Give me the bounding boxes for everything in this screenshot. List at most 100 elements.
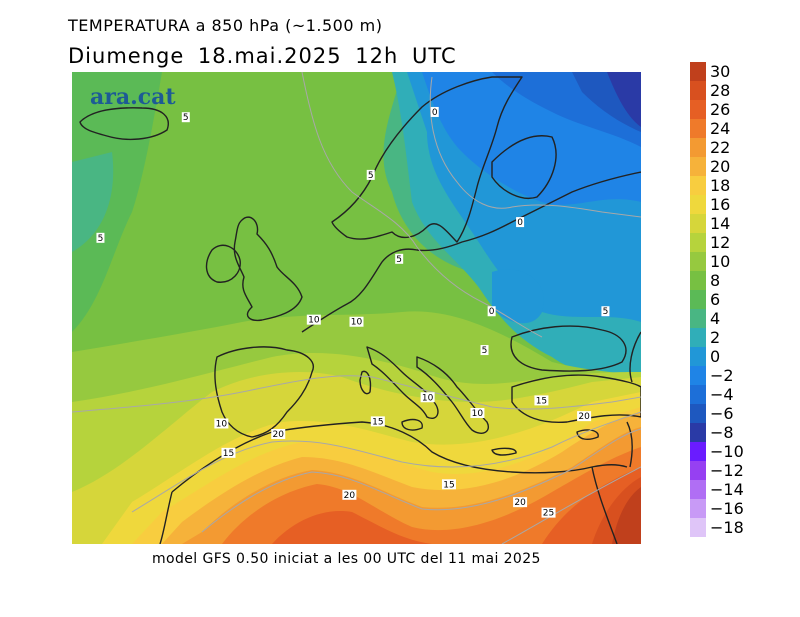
coast-ireland	[205, 244, 241, 283]
contour-label: 25	[541, 507, 556, 519]
legend-swatch	[690, 62, 706, 81]
svg-text:0: 0	[489, 307, 495, 317]
svg-text:10: 10	[351, 318, 363, 328]
legend-label: −8	[710, 423, 734, 442]
coast-crete	[491, 447, 517, 456]
coast-north-africa	[171, 421, 628, 493]
contour-label: 10	[420, 392, 435, 403]
field-south-24	[272, 511, 432, 544]
coast-red-sea	[591, 466, 618, 544]
svg-text:10: 10	[216, 419, 228, 429]
contour-label: 0	[430, 106, 439, 118]
legend-swatch	[690, 100, 706, 119]
coast-italy	[366, 346, 439, 419]
legend-swatch	[690, 309, 706, 328]
contour-label: 15	[370, 416, 385, 427]
contour-label: 10	[470, 407, 485, 419]
legend-label: 4	[710, 309, 720, 328]
legend-swatch	[690, 176, 706, 195]
svg-text:10: 10	[308, 316, 320, 326]
legend-label: 18	[710, 176, 730, 195]
legend-swatch	[690, 252, 706, 271]
legend-swatch	[690, 214, 706, 233]
isotherm-10-south	[72, 375, 641, 413]
model-footer: model GFS 0.50 iniciat a les 00 UTC del …	[152, 551, 541, 567]
contour-label: 5	[480, 345, 489, 356]
legend-label: 14	[710, 214, 730, 233]
legend-label: 6	[710, 290, 720, 309]
legend-label: 22	[710, 138, 730, 157]
legend-labels: 302826242220181614121086420−2−4−6−8−10−1…	[710, 62, 744, 537]
contour-label: 0	[516, 217, 525, 228]
contour-label: 5	[96, 232, 105, 244]
legend-swatch	[690, 347, 706, 366]
coast-iceland	[79, 107, 169, 141]
legend-swatch	[690, 328, 706, 347]
contour-label: 10	[349, 316, 364, 328]
contour-label: 20	[271, 428, 286, 440]
legend-swatch	[690, 290, 706, 309]
contour-label: 15	[534, 395, 549, 406]
ara-cat-logo: ara.cat	[90, 84, 176, 110]
svg-text:20: 20	[273, 430, 285, 440]
field-egypt-30	[612, 487, 641, 544]
contour-label: 5	[366, 169, 375, 181]
legend-label: −10	[710, 442, 744, 461]
coast-sardinia	[359, 370, 372, 395]
legend-label: 16	[710, 195, 730, 214]
legend-swatch	[690, 385, 706, 404]
coast-black-sea	[510, 325, 627, 372]
legend-swatch	[690, 81, 706, 100]
coast-great-britain	[233, 216, 303, 322]
isotherm-15-south	[131, 411, 641, 513]
legend-label: −6	[710, 404, 734, 423]
isotherm-20-south	[201, 428, 641, 533]
contour-label: 10	[306, 314, 321, 326]
svg-text:15: 15	[536, 396, 547, 406]
legend-label: −4	[710, 385, 734, 404]
svg-text:5: 5	[183, 113, 189, 123]
legend-label: 12	[710, 233, 730, 252]
svg-text:15: 15	[372, 417, 383, 427]
legend-swatch	[690, 480, 706, 499]
coast-sicily	[401, 418, 423, 431]
legend-swatch	[690, 518, 706, 537]
svg-text:20: 20	[578, 412, 590, 422]
coast-finland	[491, 135, 557, 199]
field-east-m8	[607, 72, 641, 127]
legend-label: −12	[710, 461, 744, 480]
legend-swatch	[690, 461, 706, 480]
contour-label: 15	[441, 479, 456, 490]
legend-swatch	[690, 423, 706, 442]
field-atlantic-2	[72, 152, 114, 252]
legend-label: 20	[710, 157, 730, 176]
svg-text:5: 5	[482, 346, 488, 356]
map-date-subtitle: Diumenge 18.mai.2025 12h UTC	[68, 44, 457, 68]
svg-text:20: 20	[514, 498, 526, 508]
legend-swatch	[690, 157, 706, 176]
legend-swatch	[690, 499, 706, 518]
legend-swatch	[690, 442, 706, 461]
legend-label: −2	[710, 366, 734, 385]
coast-scandinavia	[331, 76, 523, 243]
legend-label: −16	[710, 499, 744, 518]
coast-turkey	[511, 374, 641, 424]
coast-africa-west	[159, 491, 173, 544]
coastlines	[79, 76, 641, 544]
coast-iberia	[214, 346, 314, 438]
isotherm-25	[501, 466, 641, 544]
contour-label: 15	[221, 447, 236, 459]
contour-label: 5	[181, 112, 190, 123]
svg-text:5: 5	[98, 234, 104, 244]
legend-label: −18	[710, 518, 744, 537]
svg-text:15: 15	[443, 480, 454, 490]
legend-label: 24	[710, 119, 730, 138]
contour-label: 20	[342, 489, 357, 501]
legend-label: 28	[710, 81, 730, 100]
contour-label: 20	[577, 411, 592, 422]
svg-text:5: 5	[396, 255, 402, 265]
legend-label: 0	[710, 347, 720, 366]
contour-labels: 0 5 5 0 5 5 0 5 10 10 5 10 15 10 20 10 15 20 15 15 20 20 25	[96, 106, 610, 519]
contour-label: 10	[214, 418, 229, 429]
svg-text:25: 25	[543, 509, 554, 519]
